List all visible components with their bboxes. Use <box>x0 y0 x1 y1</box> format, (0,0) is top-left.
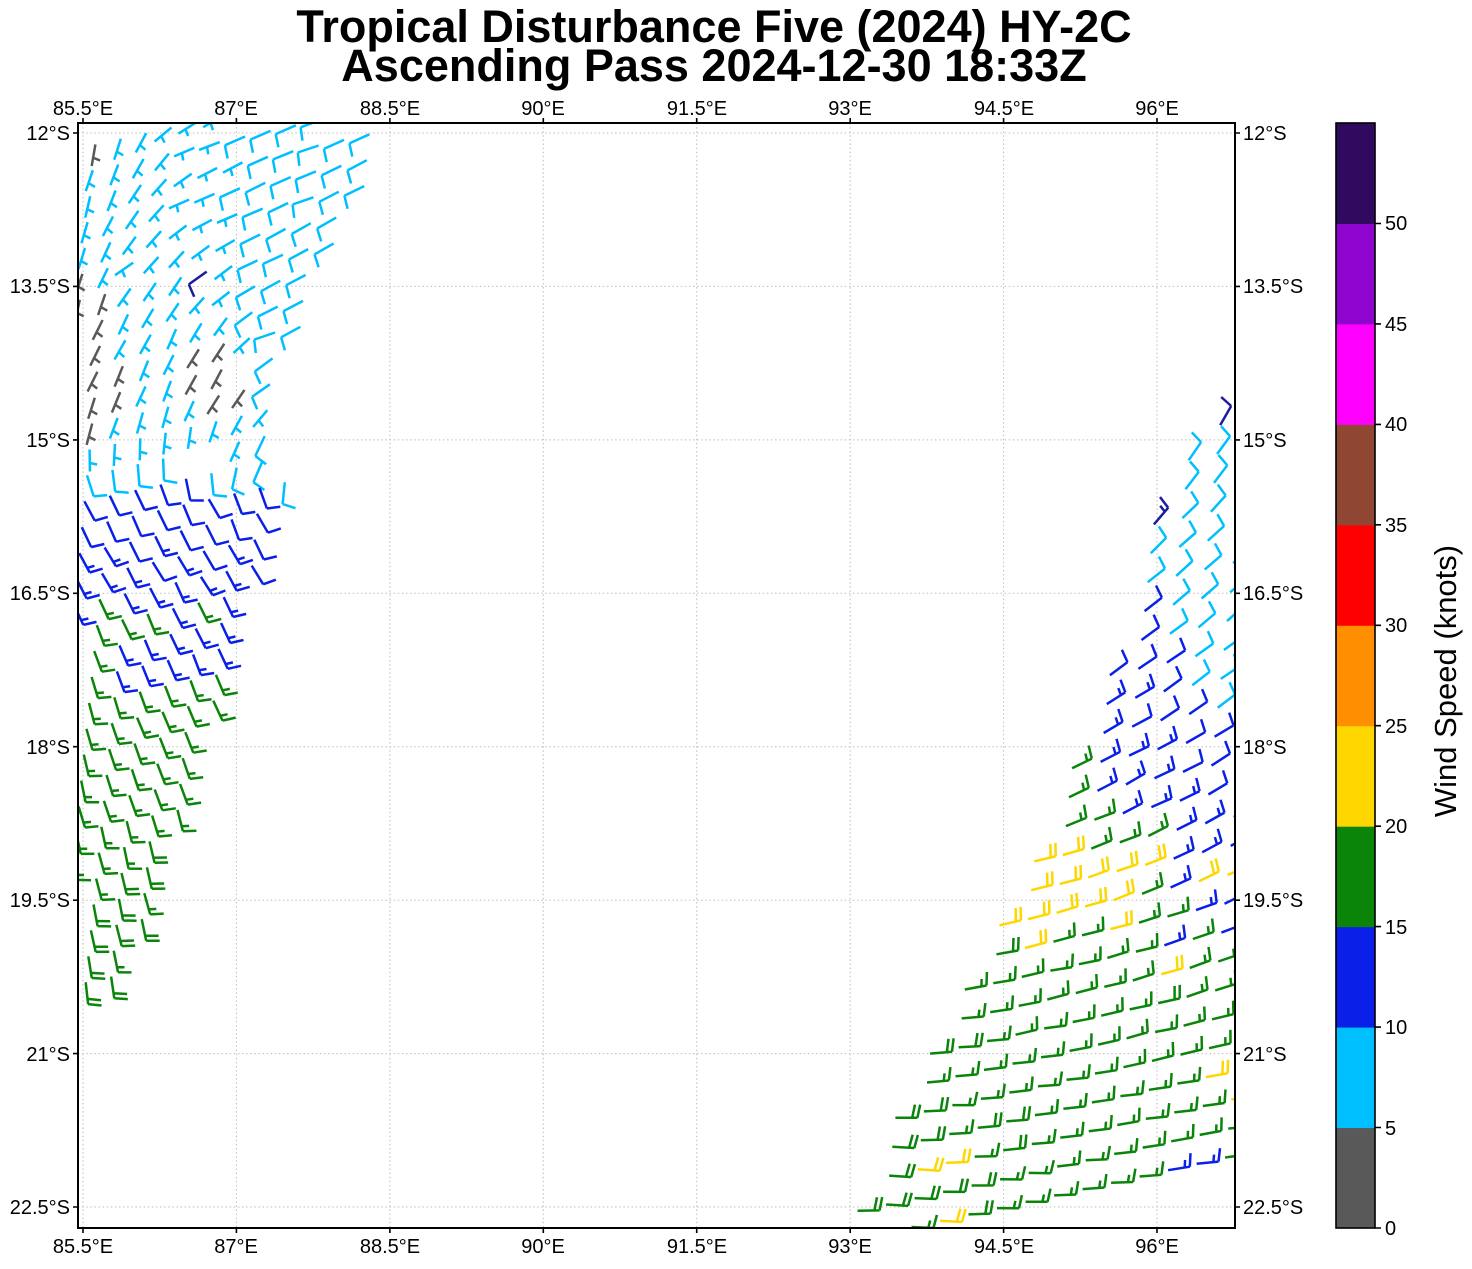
svg-text:94.5°E: 94.5°E <box>974 1236 1034 1258</box>
svg-text:12°S: 12°S <box>1243 123 1287 145</box>
svg-text:Wind Speed (knots): Wind Speed (knots) <box>1428 545 1463 817</box>
svg-text:0: 0 <box>1385 1218 1396 1240</box>
svg-text:40: 40 <box>1385 414 1407 436</box>
svg-text:16.5°S: 16.5°S <box>1243 583 1303 605</box>
svg-text:96°E: 96°E <box>1135 98 1179 120</box>
svg-text:85.5°E: 85.5°E <box>53 1236 113 1258</box>
svg-text:16.5°S: 16.5°S <box>10 583 70 605</box>
svg-text:21°S: 21°S <box>1243 1044 1287 1066</box>
svg-text:13.5°S: 13.5°S <box>10 276 70 298</box>
svg-text:19.5°S: 19.5°S <box>10 890 70 912</box>
svg-text:15: 15 <box>1385 917 1407 939</box>
svg-text:93°E: 93°E <box>828 1236 872 1258</box>
svg-text:93°E: 93°E <box>828 98 872 120</box>
svg-text:50: 50 <box>1385 213 1407 235</box>
svg-text:15°S: 15°S <box>26 430 70 452</box>
svg-text:5: 5 <box>1385 1118 1396 1140</box>
svg-text:35: 35 <box>1385 515 1407 537</box>
svg-text:94.5°E: 94.5°E <box>974 98 1034 120</box>
svg-text:21°S: 21°S <box>26 1044 70 1066</box>
svg-text:87°E: 87°E <box>214 98 258 120</box>
svg-text:25: 25 <box>1385 716 1407 738</box>
svg-text:10: 10 <box>1385 1017 1407 1039</box>
svg-text:18°S: 18°S <box>1243 737 1287 759</box>
svg-text:90°E: 90°E <box>521 1236 565 1258</box>
svg-text:12°S: 12°S <box>26 123 70 145</box>
svg-text:45: 45 <box>1385 314 1407 336</box>
svg-text:20: 20 <box>1385 816 1407 838</box>
svg-text:Ascending Pass 2024-12-30 18:3: Ascending Pass 2024-12-30 18:33Z <box>341 40 1086 91</box>
svg-text:22.5°S: 22.5°S <box>1243 1197 1303 1219</box>
svg-text:88.5°E: 88.5°E <box>360 98 420 120</box>
svg-text:19.5°S: 19.5°S <box>1243 890 1303 912</box>
svg-text:87°E: 87°E <box>214 1236 258 1258</box>
svg-text:Tropical Disturbance Five (202: Tropical Disturbance Five (2024) HY-2C <box>296 1 1131 52</box>
svg-text:30: 30 <box>1385 615 1407 637</box>
svg-text:15°S: 15°S <box>1243 430 1287 452</box>
svg-text:96°E: 96°E <box>1135 1236 1179 1258</box>
svg-text:85.5°E: 85.5°E <box>53 98 113 120</box>
svg-text:13.5°S: 13.5°S <box>1243 276 1303 298</box>
svg-text:91.5°E: 91.5°E <box>667 1236 727 1258</box>
svg-text:22.5°S: 22.5°S <box>10 1197 70 1219</box>
svg-text:91.5°E: 91.5°E <box>667 98 727 120</box>
svg-text:90°E: 90°E <box>521 98 565 120</box>
svg-text:88.5°E: 88.5°E <box>360 1236 420 1258</box>
svg-text:18°S: 18°S <box>26 737 70 759</box>
